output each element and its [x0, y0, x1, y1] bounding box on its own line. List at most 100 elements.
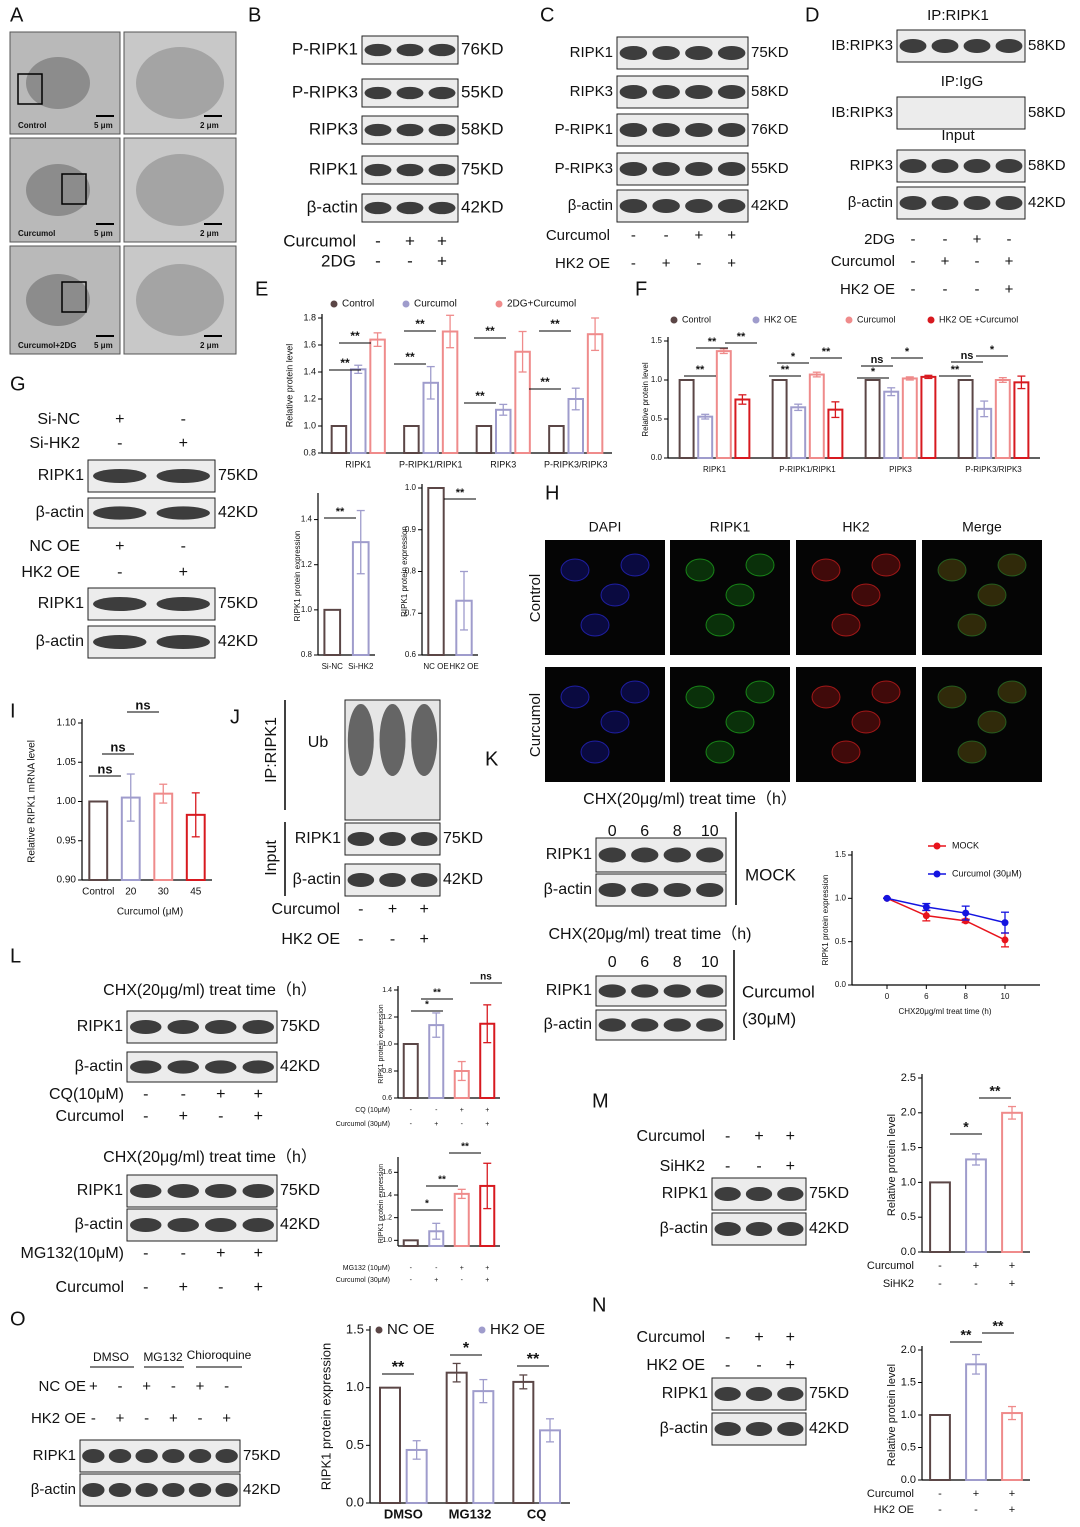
x-tick-label: HK2 OE: [449, 662, 478, 671]
significance-label: **: [336, 506, 345, 518]
significance-label: **: [456, 487, 465, 499]
band: [631, 847, 659, 863]
band: [963, 195, 991, 211]
bar: [379, 1386, 401, 1504]
blot-size: 75KD: [243, 1447, 281, 1464]
band: [82, 1482, 105, 1498]
row-label: Control: [527, 574, 544, 622]
blot-header: Chioroquine: [187, 1348, 252, 1362]
condition-sign: -: [407, 251, 413, 270]
y-tick-label: 1.0: [405, 483, 417, 492]
band: [364, 43, 392, 57]
band: [242, 1183, 274, 1199]
blot-size: 75KD: [809, 1385, 849, 1402]
band: [717, 84, 746, 100]
bar: [734, 398, 751, 459]
blot-row-label: RIPK3: [850, 157, 893, 174]
y-tick-label: 1.6: [303, 339, 316, 349]
y-tick-label: 2.5: [901, 1072, 916, 1084]
band: [619, 198, 648, 214]
bar: [929, 1181, 951, 1254]
blot-size: 75KD: [443, 830, 483, 847]
condition-sign: +: [419, 931, 428, 948]
condition-sign: -: [1007, 231, 1012, 248]
y-tick-label: 0.5: [651, 414, 663, 423]
blot-size: 42KD: [243, 1481, 281, 1498]
blot-row-label: β-actin: [568, 197, 613, 214]
condition-sign: +: [460, 1265, 464, 1272]
significance-label: **: [990, 1083, 1001, 1099]
nucleus: [725, 710, 755, 734]
band: [242, 1217, 274, 1233]
band: [93, 468, 147, 484]
blot-size: 58KD: [1028, 37, 1066, 54]
condition-sign: +: [786, 1357, 795, 1374]
legend-marker: [375, 1326, 383, 1334]
significance-label: **: [350, 329, 360, 343]
band: [205, 1060, 237, 1074]
blot-row-label: β-actin: [544, 881, 592, 898]
y-tick-label: 1.4: [382, 987, 392, 994]
condition-label: NC OE: [38, 1378, 86, 1395]
significance-label: **: [461, 1142, 469, 1153]
condition-sign: +: [754, 1128, 763, 1145]
condition-sign: +: [254, 1245, 263, 1262]
channel-label: RIPK1: [710, 519, 751, 535]
condition-sign: -: [143, 1279, 148, 1296]
condition-label: 2DG: [864, 231, 895, 248]
x-tick-label: RIPK1: [703, 465, 727, 474]
band: [410, 831, 438, 847]
band: [396, 86, 424, 100]
significance-label: ns: [480, 972, 492, 983]
panel-letter: L: [10, 945, 21, 967]
band: [899, 38, 927, 54]
condition-sign: -: [938, 1488, 942, 1500]
condition-label: HK2 OE: [31, 1410, 86, 1427]
blot-size: 42KD: [751, 197, 789, 214]
condition-label: Si-NC: [37, 411, 80, 428]
condition-label: HK2 OE: [555, 255, 610, 272]
significance-label: **: [993, 1318, 1004, 1334]
nucleus: [600, 583, 630, 607]
band: [745, 1386, 773, 1402]
x-tick-label: PIPK3: [889, 465, 912, 474]
condition-sign: +: [116, 1410, 125, 1427]
y-tick-label: 0.0: [346, 1494, 364, 1509]
condition-label: 2DG: [321, 251, 356, 270]
y-tick-label: 1.5: [346, 1321, 364, 1336]
band: [717, 198, 746, 214]
bar: [548, 425, 565, 454]
bar: [586, 333, 604, 455]
y-tick-label: 1.0: [303, 420, 316, 430]
blot-row-label: RIPK1: [295, 830, 341, 847]
band: [156, 596, 210, 612]
condition-sign: -: [975, 281, 980, 298]
y-axis-label: Relative protein level: [284, 344, 294, 428]
legend-marker: [752, 316, 760, 324]
nucleus: [705, 613, 735, 637]
condition-sign: -: [410, 1121, 413, 1128]
y-tick-label: 1.00: [57, 796, 77, 807]
y-axis-label: Relative RIPK1 mRNA level: [27, 740, 38, 863]
band: [631, 984, 659, 998]
condition-label: Curcumol (30μM): [336, 1277, 390, 1284]
blot-row-label: RIPK1: [77, 1018, 123, 1035]
band: [714, 1186, 741, 1202]
x-tick-label: RIPK1: [345, 459, 371, 469]
blot-row-label: RIPK1: [546, 982, 592, 999]
lane-label: 8: [673, 823, 682, 840]
y-tick-label: 1.2: [382, 1215, 392, 1222]
condition-sign: +: [485, 1121, 489, 1128]
nucleus: [620, 553, 650, 577]
y-axis-label: RIPK1 protein expression: [378, 1004, 385, 1083]
condition-sign: -: [664, 227, 669, 244]
condition-sign: -: [358, 901, 363, 918]
blot-row-label: RIPK1: [33, 1447, 76, 1464]
condition-sign: -: [218, 1279, 223, 1296]
band: [135, 1448, 158, 1464]
nucleus: [685, 685, 715, 709]
blot-row-label: IB:RIPK3: [831, 37, 893, 54]
significance-label: ns: [110, 739, 125, 754]
band: [347, 831, 375, 847]
y-axis-label: RIPK1 protein expression: [821, 875, 830, 966]
